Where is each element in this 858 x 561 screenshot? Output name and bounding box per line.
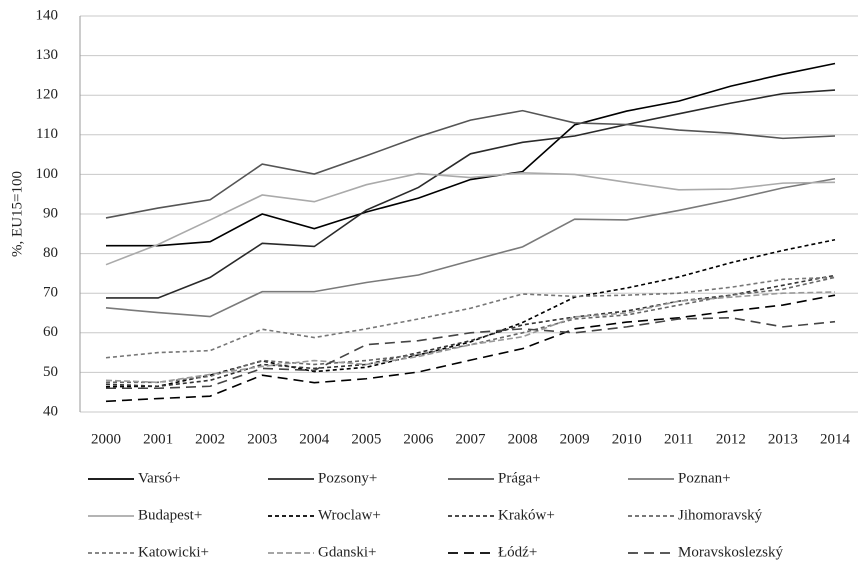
y-tick-label: 80 bbox=[43, 245, 58, 261]
legend-label: Wroclaw+ bbox=[318, 507, 381, 523]
x-tick-label: 2009 bbox=[560, 431, 590, 447]
data-line bbox=[106, 62, 836, 247]
data-line bbox=[106, 89, 836, 299]
legend-label: Kraków+ bbox=[498, 507, 555, 523]
x-tick-label: 2011 bbox=[664, 431, 693, 447]
data-line bbox=[105, 276, 836, 359]
y-tick-label: 60 bbox=[43, 324, 58, 340]
legend-label: Varsó+ bbox=[138, 470, 181, 486]
x-tick-label: 2013 bbox=[768, 431, 798, 447]
legend-label: Poznan+ bbox=[678, 470, 731, 486]
y-tick-label: 70 bbox=[43, 285, 58, 301]
y-tick-label: 130 bbox=[36, 47, 59, 63]
legend-label: Katowicki+ bbox=[138, 544, 209, 560]
legend-label: Moravskoslezský bbox=[678, 544, 783, 560]
legend-label: Prága+ bbox=[498, 470, 541, 486]
x-tick-label: 2000 bbox=[91, 431, 121, 447]
x-tick-label: 2014 bbox=[820, 431, 851, 447]
x-tick-label: 2004 bbox=[299, 431, 330, 447]
legend-label: Jihomoravský bbox=[678, 507, 763, 523]
y-tick-label: 40 bbox=[43, 403, 58, 419]
y-tick-label: 100 bbox=[36, 166, 59, 182]
x-tick-label: 2006 bbox=[403, 431, 434, 447]
legend-label: Łódź+ bbox=[498, 544, 537, 560]
data-line bbox=[105, 238, 836, 388]
legend-label: Gdanski+ bbox=[318, 544, 376, 560]
x-tick-label: 2012 bbox=[716, 431, 746, 447]
y-tick-label: 120 bbox=[36, 87, 59, 103]
y-axis-label: %, EU15=100 bbox=[9, 171, 25, 257]
x-tick-label: 2007 bbox=[456, 431, 487, 447]
x-tick-label: 2005 bbox=[351, 431, 381, 447]
legend-label: Pozsony+ bbox=[318, 470, 377, 486]
x-tick-label: 2010 bbox=[612, 431, 642, 447]
data-line bbox=[105, 177, 836, 318]
x-tick-label: 2002 bbox=[195, 431, 225, 447]
x-tick-label: 2008 bbox=[508, 431, 538, 447]
data-line bbox=[105, 291, 836, 384]
data-line bbox=[105, 274, 836, 388]
legend-label: Budapest+ bbox=[138, 507, 202, 523]
y-tick-label: 110 bbox=[36, 126, 58, 142]
y-tick-label: 50 bbox=[43, 364, 58, 380]
x-tick-label: 2003 bbox=[247, 431, 277, 447]
data-line bbox=[105, 294, 836, 403]
data-line bbox=[105, 172, 836, 266]
x-tick-label: 2001 bbox=[143, 431, 173, 447]
data-line bbox=[106, 316, 836, 390]
y-tick-label: 90 bbox=[43, 205, 58, 221]
y-tick-label: 140 bbox=[36, 7, 59, 23]
data-line bbox=[105, 109, 836, 219]
